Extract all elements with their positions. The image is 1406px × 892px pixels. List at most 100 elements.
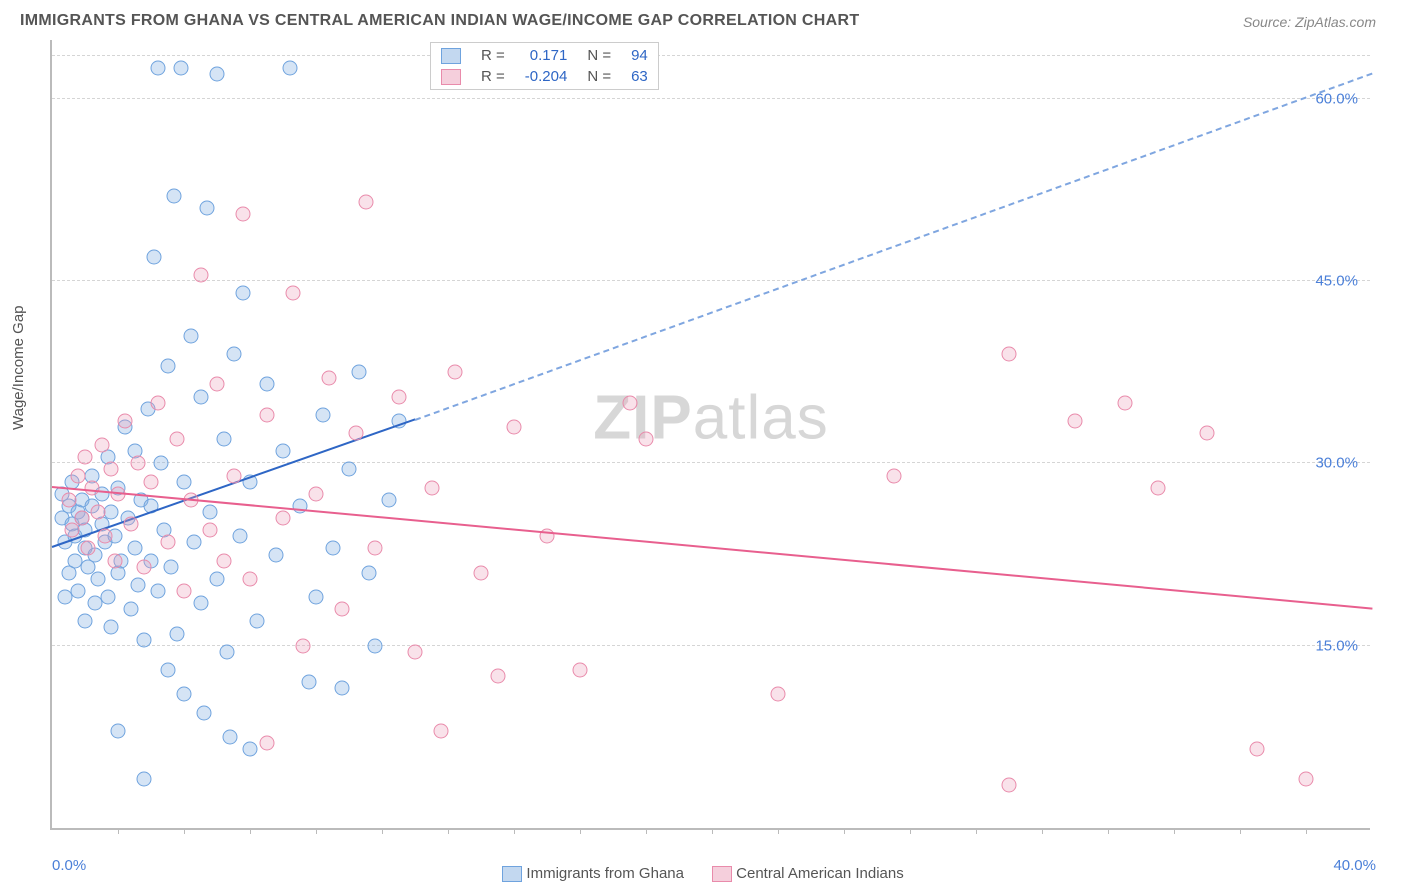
data-point bbox=[124, 602, 139, 617]
watermark-atlas: atlas bbox=[693, 384, 829, 453]
data-point bbox=[104, 620, 119, 635]
data-point bbox=[193, 389, 208, 404]
legend-label: Immigrants from Ghana bbox=[526, 865, 684, 882]
data-point bbox=[64, 523, 79, 538]
data-point bbox=[104, 505, 119, 520]
data-point bbox=[269, 547, 284, 562]
data-point bbox=[117, 413, 132, 428]
x-tick bbox=[382, 828, 383, 834]
data-point bbox=[243, 571, 258, 586]
y-tick-label: 45.0% bbox=[1315, 273, 1358, 290]
data-point bbox=[74, 511, 89, 526]
data-point bbox=[573, 663, 588, 678]
data-point bbox=[200, 201, 215, 216]
data-point bbox=[259, 377, 274, 392]
data-point bbox=[325, 541, 340, 556]
legend-swatch bbox=[502, 866, 522, 882]
data-point bbox=[127, 541, 142, 556]
data-point bbox=[1299, 772, 1314, 787]
x-tick bbox=[250, 828, 251, 834]
x-tick bbox=[118, 828, 119, 834]
data-point bbox=[91, 571, 106, 586]
data-point bbox=[61, 492, 76, 507]
x-tick bbox=[580, 828, 581, 834]
data-point bbox=[1200, 426, 1215, 441]
data-point bbox=[302, 675, 317, 690]
data-point bbox=[236, 286, 251, 301]
data-point bbox=[91, 505, 106, 520]
data-point bbox=[424, 480, 439, 495]
data-point bbox=[210, 67, 225, 82]
data-point bbox=[282, 61, 297, 76]
gridline bbox=[52, 280, 1370, 281]
legend-swatch bbox=[712, 866, 732, 882]
data-point bbox=[639, 432, 654, 447]
data-point bbox=[335, 602, 350, 617]
y-tick-label: 30.0% bbox=[1315, 455, 1358, 472]
data-point bbox=[285, 286, 300, 301]
data-point bbox=[137, 559, 152, 574]
gridline bbox=[52, 462, 1370, 463]
data-point bbox=[170, 432, 185, 447]
x-tick bbox=[184, 828, 185, 834]
x-tick-max: 40.0% bbox=[1333, 857, 1376, 874]
data-point bbox=[335, 681, 350, 696]
data-point bbox=[309, 486, 324, 501]
data-point bbox=[295, 638, 310, 653]
data-point bbox=[507, 419, 522, 434]
data-point bbox=[130, 577, 145, 592]
data-point bbox=[309, 590, 324, 605]
data-point bbox=[177, 687, 192, 702]
x-tick bbox=[976, 828, 977, 834]
data-point bbox=[81, 541, 96, 556]
x-tick bbox=[910, 828, 911, 834]
legend-swatch bbox=[441, 69, 461, 85]
chart-title: IMMIGRANTS FROM GHANA VS CENTRAL AMERICA… bbox=[20, 12, 859, 30]
data-point bbox=[58, 590, 73, 605]
data-point bbox=[226, 347, 241, 362]
data-point bbox=[216, 432, 231, 447]
legend-n-value: 63 bbox=[621, 66, 658, 87]
data-point bbox=[71, 584, 86, 599]
data-point bbox=[71, 468, 86, 483]
data-point bbox=[170, 626, 185, 641]
x-tick bbox=[448, 828, 449, 834]
legend-n-value: 94 bbox=[621, 45, 658, 66]
data-point bbox=[203, 523, 218, 538]
data-point bbox=[276, 444, 291, 459]
legend-swatch bbox=[441, 48, 461, 64]
data-point bbox=[474, 565, 489, 580]
data-point bbox=[408, 644, 423, 659]
data-point bbox=[101, 590, 116, 605]
y-tick-label: 15.0% bbox=[1315, 637, 1358, 654]
data-point bbox=[219, 644, 234, 659]
data-point bbox=[183, 328, 198, 343]
data-point bbox=[193, 268, 208, 283]
data-point bbox=[167, 189, 182, 204]
data-point bbox=[236, 207, 251, 222]
data-point bbox=[150, 584, 165, 599]
data-point bbox=[144, 474, 159, 489]
legend-n-label: N = bbox=[577, 45, 621, 66]
data-point bbox=[233, 529, 248, 544]
data-point bbox=[177, 584, 192, 599]
data-point bbox=[196, 705, 211, 720]
data-point bbox=[94, 438, 109, 453]
data-point bbox=[137, 632, 152, 647]
x-tick bbox=[844, 828, 845, 834]
x-tick bbox=[778, 828, 779, 834]
gridline bbox=[52, 98, 1370, 99]
data-point bbox=[1068, 413, 1083, 428]
data-point bbox=[186, 535, 201, 550]
legend-correlation-box: R =0.171N =94R =-0.204N =63 bbox=[430, 42, 659, 90]
data-point bbox=[210, 571, 225, 586]
data-point bbox=[249, 614, 264, 629]
data-point bbox=[361, 565, 376, 580]
x-tick bbox=[646, 828, 647, 834]
legend-n-label: N = bbox=[577, 66, 621, 87]
data-point bbox=[130, 456, 145, 471]
data-point bbox=[203, 505, 218, 520]
data-point bbox=[210, 377, 225, 392]
x-tick bbox=[1042, 828, 1043, 834]
data-point bbox=[447, 365, 462, 380]
